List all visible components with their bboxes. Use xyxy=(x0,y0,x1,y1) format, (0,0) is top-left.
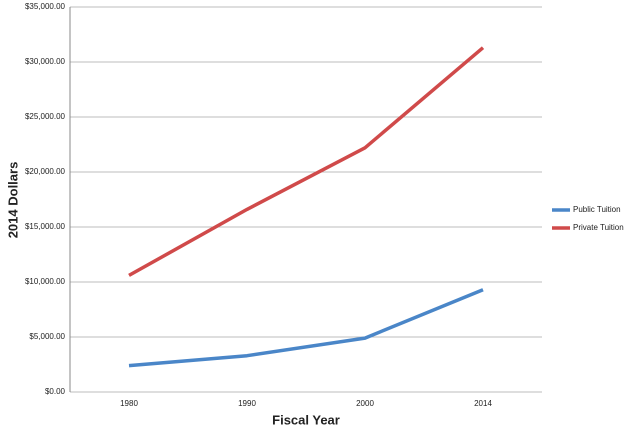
x-axis-title: Fiscal Year xyxy=(272,412,340,427)
y-tick-label: $35,000.00 xyxy=(25,2,66,11)
x-tick-label: 1980 xyxy=(120,399,138,408)
x-tick-label: 2000 xyxy=(356,399,374,408)
y-tick-label: $5,000.00 xyxy=(29,332,65,341)
y-tick-label: $10,000.00 xyxy=(25,277,66,286)
x-tick-label: 1990 xyxy=(238,399,256,408)
x-tick-label: 2014 xyxy=(474,399,492,408)
y-tick-label: $15,000.00 xyxy=(25,222,66,231)
y-tick-label: $20,000.00 xyxy=(25,167,66,176)
series-line xyxy=(128,46,485,277)
y-tick-label: $25,000.00 xyxy=(25,112,66,121)
y-axis-title: 2014 Dollars xyxy=(5,162,20,239)
legend-label: Private Tuition xyxy=(573,223,624,232)
legend-label: Public Tuition xyxy=(573,205,621,214)
y-tick-label: $30,000.00 xyxy=(25,57,66,66)
series-line xyxy=(128,288,484,368)
y-tick-label: $0.00 xyxy=(45,387,66,396)
